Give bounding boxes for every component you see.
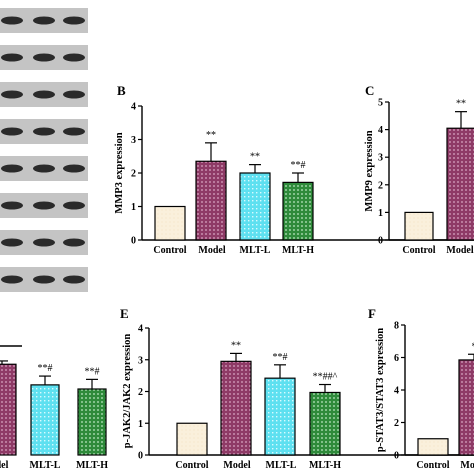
y-tick-label: 5 xyxy=(378,98,383,109)
y-axis-label: MMP3 expression xyxy=(114,132,125,213)
x-category-label: Model xyxy=(460,460,474,471)
x-category-label: MLT-H xyxy=(309,460,341,471)
chart-panel: C MMP9 expression 0 1 2 3 4 5 ** Control Model xyxy=(364,83,474,256)
y-tick-label: 2 xyxy=(394,418,399,429)
bar-mlt-h xyxy=(309,391,341,456)
significance-label: ** xyxy=(250,152,260,163)
significance-label: ** xyxy=(231,340,241,351)
western-blot-panel xyxy=(0,8,88,292)
charts-layer: **# **# del MLT-L MLT-H B MMP3 expression 0 1 2 3 4… xyxy=(0,83,474,471)
blot-strip xyxy=(0,82,88,107)
x-category-label: MLT-H xyxy=(76,460,108,471)
significance-label: ** xyxy=(456,99,466,110)
blot-strip xyxy=(0,193,88,218)
panel-letter: C xyxy=(365,83,374,98)
bar-model xyxy=(220,360,252,456)
y-tick-label: 2 xyxy=(138,387,143,398)
y-tick-label: 0 xyxy=(131,236,136,247)
bar-control xyxy=(176,422,208,456)
y-tick-label: 2 xyxy=(131,169,136,180)
significance-label: **# xyxy=(291,160,306,171)
blot-strip xyxy=(0,8,88,33)
significance-label: **# xyxy=(273,352,288,363)
y-tick-label: 1 xyxy=(378,208,383,219)
x-category-label: Control xyxy=(153,245,186,256)
y-tick-label: 0 xyxy=(378,236,383,247)
significance-label: **# xyxy=(85,366,100,377)
bar-control xyxy=(154,205,186,241)
y-tick-label: 6 xyxy=(394,353,399,364)
chart-panel: B MMP3 expression 0 1 2 3 4 ** ** **# Control Model… xyxy=(114,83,474,256)
bar-mlt-l xyxy=(239,172,271,241)
blot-strip xyxy=(0,119,88,144)
y-tick-label: 4 xyxy=(378,125,383,136)
x-category-label: Control xyxy=(416,460,449,471)
y-axis-label: p-STAT3/STAT3 expression xyxy=(375,328,386,452)
bar-model xyxy=(195,160,227,241)
significance-label: **##^ xyxy=(313,372,338,383)
y-axis-label: MMP9 expression xyxy=(364,130,375,211)
panel-letter: F xyxy=(368,306,376,321)
y-tick-label: 4 xyxy=(131,102,136,113)
x-category-label: MLT-L xyxy=(30,460,61,471)
y-tick-label: 2 xyxy=(378,180,383,191)
blot-strip xyxy=(0,267,88,292)
chart-panel: **# **# del MLT-L MLT-H xyxy=(0,345,108,471)
y-tick-label: 1 xyxy=(138,419,143,430)
chart-panel: Ep-JAK2/JAK2 expression 0 1 2 3 4 ** **# **##^ Co… xyxy=(120,306,474,471)
y-tick-label: 1 xyxy=(131,202,136,213)
bar-model xyxy=(458,359,474,456)
x-category-label: del xyxy=(0,460,9,471)
y-tick-label: 0 xyxy=(138,451,143,462)
bar-mlt-h xyxy=(282,181,314,241)
bar-control xyxy=(404,211,434,241)
blot-strip xyxy=(0,156,88,181)
y-axis-label: p-JAK2/JAK2 expression xyxy=(122,334,133,449)
bar-mlt-l xyxy=(30,384,60,456)
panel-letter: E xyxy=(120,306,129,321)
y-tick-label: 0 xyxy=(394,451,399,462)
y-tick-label: 3 xyxy=(131,135,136,146)
x-category-label: MLT-H xyxy=(282,245,314,256)
bar-control xyxy=(417,438,449,456)
significance-label: * xyxy=(472,341,474,352)
blot-strip xyxy=(0,45,88,70)
x-category-label: Control xyxy=(175,460,208,471)
x-category-label: MLT-L xyxy=(240,245,271,256)
x-category-label: MLT-L xyxy=(266,460,297,471)
x-category-label: Model xyxy=(198,245,225,256)
significance-label: ** xyxy=(206,130,216,141)
x-category-label: Control xyxy=(402,245,435,256)
significance-label: **# xyxy=(38,363,53,374)
y-tick-label: 4 xyxy=(394,386,399,397)
blot-strip xyxy=(0,230,88,255)
y-tick-label: 4 xyxy=(138,324,143,335)
y-tick-label: 3 xyxy=(138,355,143,366)
bar-model xyxy=(0,363,17,456)
chart-panel: Fp-STAT3/STAT3 expression 0 2 4 6 8 * Control Mo… xyxy=(368,306,474,471)
y-tick-label: 3 xyxy=(378,153,383,164)
bar-model xyxy=(446,127,474,241)
bar-mlt-l xyxy=(264,377,296,456)
panel-letter: B xyxy=(117,83,126,98)
x-category-label: Model xyxy=(446,245,473,256)
y-tick-label: 8 xyxy=(394,321,399,332)
bar-mlt-h xyxy=(77,388,107,456)
x-category-label: Model xyxy=(223,460,250,471)
